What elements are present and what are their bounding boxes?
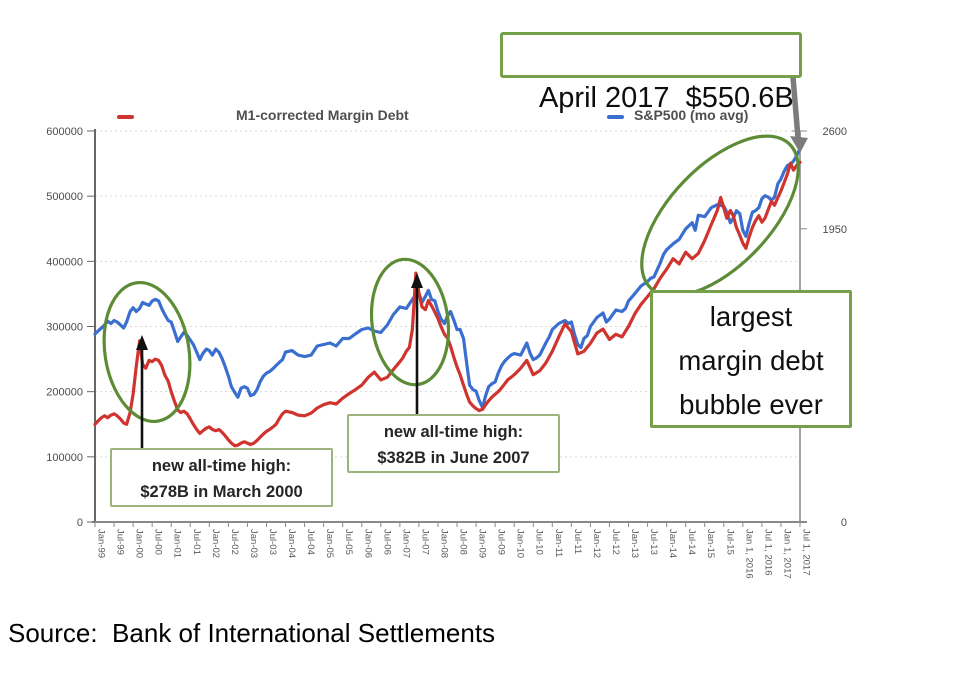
- x-tick-label: Jan 1, 2016: [743, 529, 754, 579]
- legend-label-margin-debt: M1-corrected Margin Debt: [236, 107, 409, 123]
- x-tick-label: Jul-13: [648, 529, 659, 555]
- x-tick-label: Jan-05: [324, 529, 335, 558]
- margin-debt-sp500-chart: 600000 500000 400000 300000 200000 100000 0 260…: [46, 76, 847, 579]
- x-tick-label: Jul-05: [343, 529, 354, 555]
- x-tick-label: Jan-04: [286, 529, 297, 558]
- x-tick-label: Jul-12: [610, 529, 621, 555]
- highlight-ellipse-2000: [102, 280, 192, 424]
- annotation-april-2017-text: April 2017 $550.6B: [538, 82, 794, 114]
- arrow-april-2017: [790, 76, 801, 139]
- x-tick-label: Jul-10: [534, 529, 545, 555]
- source-attribution: Source: Bank of International Settlement…: [8, 618, 496, 648]
- x-tick-label: Jan-00: [134, 529, 145, 558]
- annotation-2000-high-box: new all-time high: $278B in March 2000: [110, 448, 333, 507]
- x-tick-label: Jan-08: [438, 529, 449, 558]
- x-tick-label: Jul 1, 2017: [801, 529, 812, 575]
- arrow-2007-head: [411, 273, 423, 288]
- x-tick-label: Jan-07: [400, 529, 411, 558]
- x-tick-label: Jan-01: [172, 529, 183, 558]
- y-right-tick-label: 2600: [823, 126, 847, 138]
- y-left-tick-label: 600000: [46, 126, 83, 138]
- legend-label-sp500: S&P500 (mo avg): [634, 107, 748, 123]
- annotation-bubble-line1: largest: [709, 301, 793, 332]
- x-tick-label: Jul-00: [153, 529, 164, 555]
- x-tick-label: Jul-11: [572, 529, 583, 554]
- x-tick-label: Jan-02: [210, 529, 221, 558]
- annotation-2000-high-line1: new all-time high:: [151, 457, 292, 475]
- x-tick-label: Jul-03: [267, 529, 278, 555]
- annotation-bubble-line3: bubble ever: [679, 389, 823, 420]
- arrow-april-2017-head: [790, 136, 808, 153]
- y-left-tick-label: 300000: [46, 322, 83, 334]
- annotation-april-2017-box: April 2017 $550.6B: [500, 32, 802, 114]
- x-tick-label: Jan-06: [362, 529, 373, 558]
- y-left-tick-label: 100000: [46, 452, 83, 464]
- x-tick-label: Jul-09: [496, 529, 507, 555]
- x-tick-label: Jan-14: [667, 529, 678, 558]
- annotation-2007-high-box: new all-time high: $382B in June 2007: [347, 414, 560, 473]
- y-right-tick-label: 1950: [823, 224, 847, 236]
- legend-swatch-margin-debt: [117, 115, 134, 119]
- annotation-bubble-line2: margin debt: [678, 345, 824, 376]
- x-tick-label: Jan-10: [515, 529, 526, 558]
- x-tick-label: Jul-99: [115, 529, 126, 555]
- highlight-ellipse-2017: [640, 134, 800, 298]
- x-tick-label: Jan-99: [96, 529, 107, 558]
- annotation-bubble-box: largest margin debt bubble ever: [650, 290, 852, 428]
- x-tick-label: Jan-15: [705, 529, 716, 558]
- y-left-tick-label: 500000: [46, 191, 83, 203]
- legend-swatch-sp500: [607, 115, 624, 119]
- x-tick-label: Jan-03: [248, 529, 259, 558]
- x-tick-label: Jul-06: [381, 529, 392, 555]
- x-tick-label: Jan-12: [591, 529, 602, 558]
- series-margin-debt: [93, 160, 802, 448]
- annotation-2000-high-line2: $278B in March 2000: [140, 483, 303, 502]
- series-sp500: [93, 147, 802, 410]
- x-tick-label: Jul-02: [229, 529, 240, 555]
- x-tick-label: Jul 1, 2016: [762, 529, 773, 575]
- y-left-tick-label: 0: [77, 517, 83, 529]
- arrow-2000-head: [136, 335, 148, 350]
- x-tick-label: Jul-01: [191, 529, 202, 555]
- y-right-tick-label: 0: [841, 517, 847, 529]
- x-tick-label: Jul-08: [458, 529, 469, 555]
- x-tick-label: Jan-09: [477, 529, 488, 558]
- annotation-2007-high-line2: $382B in June 2007: [377, 449, 530, 468]
- x-tick-label: Jul-07: [419, 529, 430, 555]
- x-tick-label: Jan 1, 2017: [781, 529, 792, 579]
- x-tick-label: Jan-11: [553, 529, 564, 557]
- annotation-2007-high-line1: new all-time high:: [383, 423, 524, 441]
- x-tick-label: Jul-14: [686, 529, 697, 555]
- x-tick-label: Jan-13: [629, 529, 640, 558]
- y-left-tick-label: 200000: [46, 387, 83, 399]
- x-tick-label: Jul-15: [724, 529, 735, 555]
- x-tick-label: Jul-04: [305, 529, 316, 555]
- y-left-tick-label: 400000: [46, 256, 83, 268]
